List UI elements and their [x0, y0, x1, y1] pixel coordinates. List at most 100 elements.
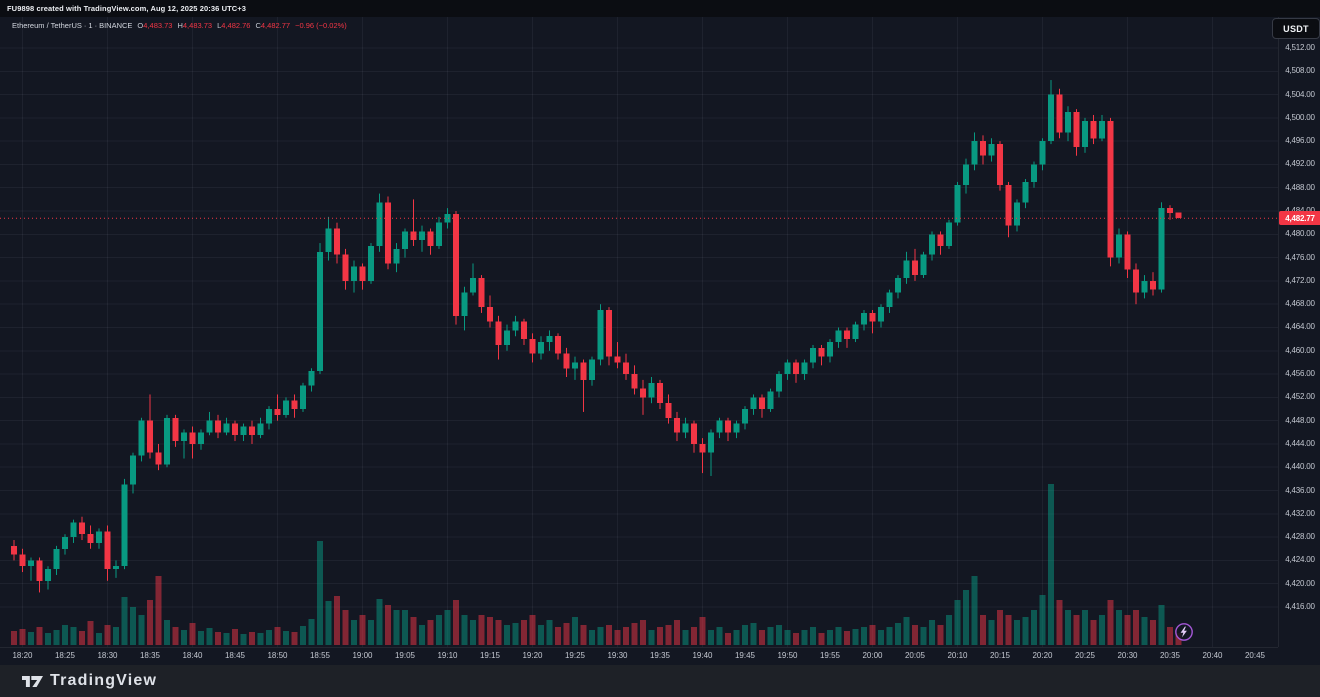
volume-bar: [487, 617, 493, 645]
volume-bar: [1073, 615, 1080, 645]
candle-up: [1048, 94, 1054, 142]
volume-bar: [750, 623, 757, 645]
time-tick-label: 18:30: [97, 651, 118, 660]
candle-up: [878, 307, 884, 322]
candle-down: [521, 321, 527, 340]
volume-bar: [767, 627, 774, 645]
volume-bar: [470, 620, 476, 645]
volume-bar: [1099, 615, 1105, 645]
flash-event-badge[interactable]: [1173, 621, 1195, 643]
volume-bar: [198, 631, 204, 645]
candle-up: [504, 330, 510, 345]
interval-value[interactable]: 1: [88, 21, 93, 30]
candle-up: [53, 548, 60, 570]
time-tick-label: 20:40: [1202, 651, 1223, 660]
time-tick-label: 19:30: [607, 651, 628, 660]
volume-bar: [886, 627, 893, 645]
candle-down: [937, 234, 944, 246]
candle-down: [580, 362, 587, 380]
candle-down: [342, 254, 349, 281]
candle-down: [818, 347, 825, 357]
candle-down: [555, 336, 561, 354]
candle-wick: [583, 359, 584, 412]
volume-bar: [96, 633, 102, 645]
candle-up: [920, 254, 927, 276]
candle-down: [232, 423, 238, 436]
candle-up: [776, 374, 782, 392]
candle-wick: [642, 379, 644, 415]
candle-up: [240, 426, 247, 436]
price-tick-label: 4,472.00: [1285, 275, 1315, 285]
candle-down: [453, 213, 459, 316]
candle-up: [45, 569, 51, 581]
volume-bar: [623, 627, 629, 645]
candle-up: [512, 321, 519, 331]
time-tick-label: 19:05: [394, 651, 416, 660]
volume-bar: [937, 625, 944, 645]
candle-down: [674, 417, 680, 433]
volume-bar: [325, 601, 332, 645]
candle-up: [376, 202, 383, 246]
time-tick-label: 19:35: [649, 651, 671, 660]
candle-up: [903, 260, 910, 279]
volume-bar: [580, 625, 587, 645]
volume-bar: [1116, 610, 1122, 645]
time-axis[interactable]: 18:20 18:25 18:30 18:35 18:40 18:45 18:50 18:55…: [0, 647, 1278, 666]
volume-bar: [878, 630, 884, 645]
currency-toggle-button[interactable]: USDT: [1272, 18, 1320, 39]
snapshot-watermark-bar: FU9898 created with TradingView.com, Aug…: [0, 0, 1320, 17]
volume-bar: [912, 625, 918, 645]
time-tick-label: 19:45: [734, 651, 756, 660]
volume-bar: [1082, 610, 1088, 645]
candle-down: [249, 426, 255, 436]
candle-up: [1158, 208, 1165, 290]
volume-bar: [929, 620, 935, 645]
tradingview-logo-text[interactable]: TradingView: [50, 672, 158, 689]
candlestick-chart[interactable]: [0, 17, 1278, 647]
candle-up: [810, 347, 816, 363]
candle-down: [657, 382, 663, 404]
candle-up: [283, 400, 289, 415]
volume-bar: [597, 627, 604, 645]
candle-up: [138, 420, 145, 456]
volume-bar: [240, 634, 247, 645]
volume-bar: [844, 631, 850, 645]
candle-up: [1065, 112, 1071, 133]
volume-bar: [920, 627, 927, 645]
candle-down: [274, 409, 281, 415]
time-tick-label: 19:00: [352, 651, 373, 660]
price-tick-label: 4,492.00: [1285, 159, 1315, 169]
candle-up: [70, 522, 77, 538]
price-axis[interactable]: USDT 4,482.77 4,512.00 4,508.00 4,504.00 4,…: [1272, 17, 1320, 647]
symbol-name[interactable]: Ethereum / TetherUS: [12, 21, 82, 30]
candle-up: [827, 342, 833, 357]
volume-bar: [461, 615, 468, 645]
candle-down: [614, 356, 621, 363]
volume-bar: [691, 627, 697, 645]
candle-up: [419, 231, 425, 241]
candle-up: [62, 537, 68, 549]
price-tick-label: 4,444.00: [1285, 438, 1315, 448]
candle-up: [130, 455, 136, 485]
volume-bar: [963, 590, 969, 645]
price-tick-label: 4,464.00: [1285, 322, 1315, 332]
candle-up: [198, 432, 204, 444]
tradingview-logo-icon[interactable]: [22, 674, 43, 689]
volume-bar: [495, 620, 502, 645]
volume-bar: [946, 615, 952, 645]
volume-bar: [827, 630, 833, 645]
candle-wick: [183, 429, 185, 459]
volume-bar: [1022, 617, 1029, 645]
exchange-name[interactable]: BINANCE: [99, 21, 133, 30]
volume-bar: [121, 597, 128, 645]
candle-down: [529, 339, 536, 354]
volume-bar: [436, 615, 442, 645]
candle-up: [852, 324, 859, 340]
time-tick-label: 20:25: [1074, 651, 1096, 660]
candle-up: [895, 278, 901, 293]
candle-up: [1141, 280, 1148, 293]
candle-down: [478, 278, 485, 308]
time-tick-label: 20:05: [904, 651, 926, 660]
volume-bar: [28, 632, 34, 645]
